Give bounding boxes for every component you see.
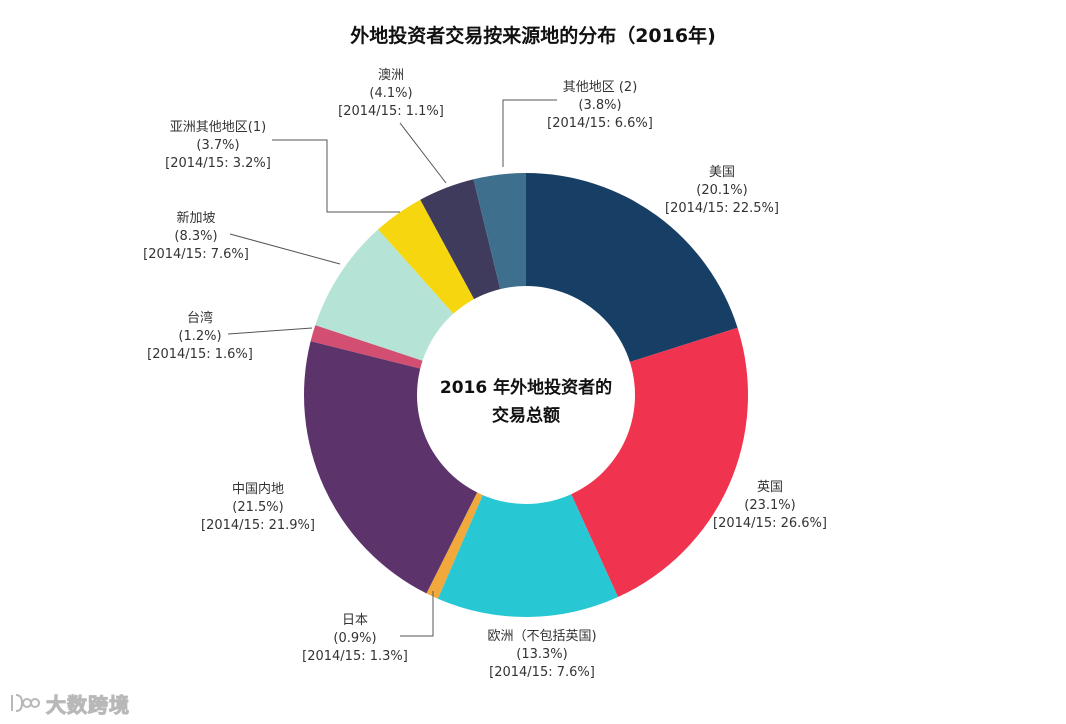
- brand-logo-icon: [11, 694, 40, 712]
- slice-prior-value: [2014/15: 1.6%]: [147, 347, 253, 362]
- slice-prior-value: [2014/15: 21.9%]: [201, 518, 315, 533]
- slice-6: [315, 229, 455, 361]
- slice-name: 美国: [709, 165, 735, 180]
- slice-name: 欧洲（不包括英国): [487, 629, 596, 644]
- slice-label-0: 美国 (20.1%) [2014/15: 22.5%]: [665, 165, 779, 216]
- leader-line-5: [227, 327, 313, 335]
- slice-5: [310, 325, 424, 369]
- slice-prior-value: [2014/15: 1.3%]: [302, 649, 408, 664]
- slice-prior-value: [2014/15: 7.6%]: [489, 665, 595, 680]
- slice-value: (23.1%): [744, 498, 795, 513]
- watermark-text: 大数跨境: [46, 692, 130, 717]
- slice-name: 其他地区 (2): [563, 80, 638, 95]
- slice-7: [378, 199, 475, 315]
- slice-name: 中国内地: [232, 481, 284, 497]
- slice-1: [570, 327, 748, 598]
- slice-value: (4.1%): [369, 86, 412, 101]
- slice-label-8: 澳洲 (4.1%) [2014/15: 1.1%]: [338, 67, 444, 119]
- slice-name: 英国: [757, 480, 783, 495]
- slice-label-4: 中国内地 (21.5%) [2014/15: 21.9%]: [201, 481, 315, 533]
- slice-name: 亚洲其他地区(1): [170, 120, 266, 135]
- slice-label-9: 其他地区 (2) (3.8%) [2014/15: 6.6%]: [547, 80, 653, 131]
- chart-title: 外地投资者交易按来源地的分布（2016年): [350, 24, 716, 47]
- slice-9: [473, 173, 526, 291]
- slice-label-1: 英国 (23.1%) [2014/15: 26.6%]: [713, 480, 827, 531]
- slice-label-6: 新加坡 (8.3%) [2014/15: 7.6%]: [143, 210, 249, 262]
- slice-label-2: 欧洲（不包括英国) (13.3%) [2014/15: 7.6%]: [487, 629, 596, 680]
- slice-value: (0.9%): [333, 631, 376, 646]
- slice-label-3: 日本 (0.9%) [2014/15: 1.3%]: [302, 613, 408, 664]
- slice-value: (1.2%): [178, 329, 221, 344]
- watermark: 大数跨境: [8, 688, 130, 718]
- slices: [304, 173, 748, 617]
- center-label-line-2: 交易总额: [492, 405, 560, 426]
- slice-prior-value: [2014/15: 1.1%]: [338, 104, 444, 119]
- leader-lines: [227, 99, 557, 637]
- slice-prior-value: [2014/15: 6.6%]: [547, 116, 653, 131]
- leader-line-3: [400, 591, 434, 637]
- slice-value: (3.7%): [196, 138, 239, 153]
- slice-value: (20.1%): [696, 183, 747, 198]
- slice-name: 日本: [342, 613, 368, 628]
- slice-prior-value: [2014/15: 3.2%]: [165, 156, 271, 171]
- slice-labels: 美国 (20.1%) [2014/15: 22.5%] 英国 (23.1%) [2014/…: [143, 67, 827, 680]
- leader-line-8: [399, 122, 447, 184]
- slice-label-5: 台湾 (1.2%) [2014/15: 1.6%]: [147, 310, 253, 362]
- donut-hole: [417, 286, 635, 504]
- slice-4: [304, 341, 478, 594]
- leader-line-6: [229, 233, 341, 265]
- slice-value: (8.3%): [174, 229, 217, 244]
- slice-2: [437, 493, 618, 617]
- slice-value: (3.8%): [578, 98, 621, 113]
- slice-3: [426, 491, 484, 599]
- slice-prior-value: [2014/15: 7.6%]: [143, 247, 249, 262]
- slice-value: (13.3%): [516, 647, 567, 662]
- leader-line-7: [272, 139, 400, 213]
- slice-value: (21.5%): [232, 500, 283, 515]
- center-label-line-1: 2016 年外地投资者的: [440, 377, 612, 398]
- slice-prior-value: [2014/15: 22.5%]: [665, 201, 779, 216]
- slice-name: 澳洲: [378, 67, 404, 83]
- slice-0: [526, 173, 738, 363]
- slice-8: [420, 179, 501, 301]
- slice-label-7: 亚洲其他地区(1) (3.7%) [2014/15: 3.2%]: [165, 120, 271, 171]
- slice-name: 台湾: [187, 310, 213, 326]
- leader-line-9: [502, 99, 557, 167]
- slice-prior-value: [2014/15: 26.6%]: [713, 516, 827, 531]
- slice-name: 新加坡: [176, 210, 215, 226]
